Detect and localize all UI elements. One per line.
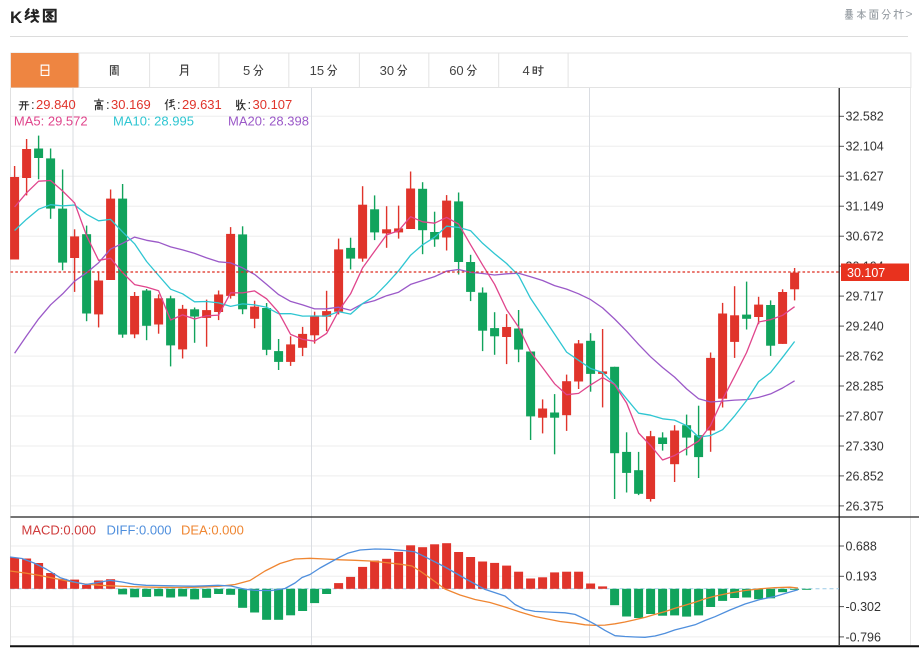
svg-text:30.107: 30.107 xyxy=(253,97,293,112)
svg-text:DIFF:0.000: DIFF:0.000 xyxy=(107,523,172,538)
svg-text:29.717: 29.717 xyxy=(846,290,884,304)
svg-text:-0.796: -0.796 xyxy=(846,630,881,644)
svg-text::: : xyxy=(31,97,35,112)
svg-text::: : xyxy=(106,97,110,112)
svg-text:>: > xyxy=(906,7,913,21)
svg-text:28.762: 28.762 xyxy=(846,350,884,364)
svg-text:15: 15 xyxy=(310,63,324,78)
svg-text:32.582: 32.582 xyxy=(846,110,884,124)
svg-text:DEA:0.000: DEA:0.000 xyxy=(181,523,244,538)
svg-text:32.104: 32.104 xyxy=(846,140,884,154)
svg-text:29.631: 29.631 xyxy=(182,97,222,112)
svg-text:5: 5 xyxy=(243,63,250,78)
svg-text:31.149: 31.149 xyxy=(846,200,884,214)
svg-text:-0.302: -0.302 xyxy=(846,600,881,614)
svg-text:MA20: 28.398: MA20: 28.398 xyxy=(228,114,309,129)
svg-text:26.375: 26.375 xyxy=(846,499,884,513)
svg-text:30: 30 xyxy=(380,63,394,78)
svg-text::: : xyxy=(248,97,252,112)
svg-text:4: 4 xyxy=(523,63,530,78)
svg-text:31.627: 31.627 xyxy=(846,170,884,184)
svg-text:29.840: 29.840 xyxy=(36,97,76,112)
svg-text:30.672: 30.672 xyxy=(846,230,884,244)
svg-text:26.852: 26.852 xyxy=(846,469,884,483)
svg-text:0.193: 0.193 xyxy=(846,570,877,584)
svg-text:K: K xyxy=(10,8,23,27)
svg-text::: : xyxy=(177,97,181,112)
svg-text:MA5: 29.572: MA5: 29.572 xyxy=(14,114,88,129)
svg-text:27.330: 27.330 xyxy=(846,439,884,453)
svg-text:0.688: 0.688 xyxy=(846,539,877,553)
svg-text:27.807: 27.807 xyxy=(846,409,884,423)
svg-text:60: 60 xyxy=(449,63,463,78)
svg-text:MACD:0.000: MACD:0.000 xyxy=(22,523,96,538)
svg-text:MA10: 28.995: MA10: 28.995 xyxy=(113,114,194,129)
svg-text:29.240: 29.240 xyxy=(846,320,884,334)
svg-text:30.107: 30.107 xyxy=(847,266,885,280)
svg-text:30.169: 30.169 xyxy=(111,97,151,112)
svg-text:28.285: 28.285 xyxy=(846,379,884,393)
